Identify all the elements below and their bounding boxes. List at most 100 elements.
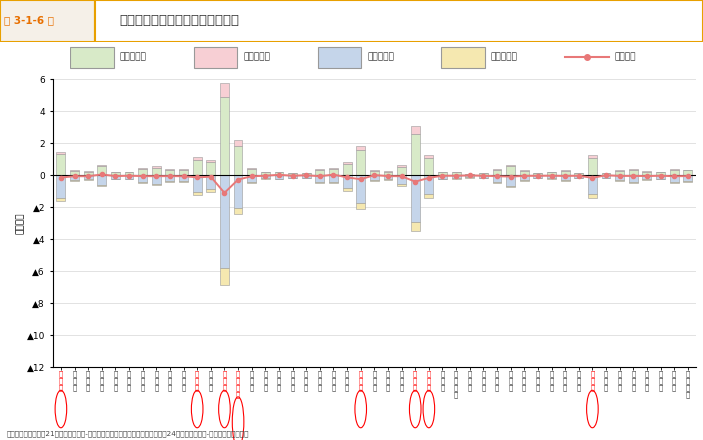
Bar [602, 173, 610, 175]
Text: 資料：総務省「平成21年経済センサス-基礎調査」、総務省・経済産業省「平成24年経済センサス-活動調査」再編加工: 資料：総務省「平成21年経済センサス-基礎調査」、総務省・経済産業省「平成24年… [7, 431, 250, 437]
Text: 広
島
県: 広 島 県 [508, 370, 512, 391]
Bar [194, 47, 238, 68]
Bar [615, 170, 624, 171]
Bar [465, 174, 474, 175]
Text: 宮
城
県: 宮 城 県 [100, 370, 104, 391]
Bar [465, 175, 474, 177]
Bar [656, 179, 665, 180]
Bar [588, 155, 597, 158]
Text: 中規模廃業: 中規模廃業 [491, 52, 518, 62]
Bar [70, 170, 79, 171]
Text: 富
山
県: 富 山 県 [263, 370, 267, 391]
Bar [588, 175, 597, 194]
Bar [302, 173, 311, 175]
Text: 群
馬
県: 群 馬 県 [181, 370, 186, 391]
Bar [425, 155, 433, 158]
Bar [656, 172, 665, 175]
Text: 和
歌
山
県: 和 歌 山 県 [454, 370, 458, 398]
Text: 福
島
県: 福 島 県 [141, 370, 145, 391]
Text: 徳
島
県: 徳 島 県 [536, 370, 540, 391]
Text: 長
崎
県: 長 崎 県 [617, 370, 621, 391]
Bar [683, 170, 692, 175]
Bar [329, 168, 338, 169]
Text: 岐
阜
県: 岐 阜 県 [331, 370, 335, 391]
Bar [302, 175, 311, 178]
Bar [316, 175, 324, 182]
Bar [233, 208, 243, 214]
Bar [384, 175, 392, 180]
Bar [438, 172, 447, 175]
Bar [520, 171, 529, 175]
Bar [329, 169, 338, 175]
Bar [138, 169, 147, 175]
Bar [70, 180, 79, 181]
Bar [441, 47, 485, 68]
Text: 高
知
県: 高 知 県 [576, 370, 581, 391]
Text: 山
口
県: 山 口 県 [522, 370, 527, 391]
Bar [56, 175, 65, 198]
Bar [207, 189, 215, 192]
Bar [629, 182, 638, 183]
Bar [588, 158, 597, 175]
Text: 鳥
取
県: 鳥 取 県 [467, 370, 472, 391]
Bar [342, 175, 352, 188]
Bar [506, 165, 515, 166]
Bar [425, 175, 433, 194]
Bar [247, 169, 256, 175]
Bar [588, 194, 597, 198]
Bar [329, 175, 338, 182]
Bar [438, 175, 447, 179]
Text: 山
形
県: 山 形 県 [127, 370, 131, 391]
Text: 北
海
道: 北 海 道 [59, 370, 63, 391]
Text: 大
阪
府: 大 阪 府 [413, 370, 418, 391]
Bar [233, 140, 243, 146]
Bar [124, 175, 134, 179]
Text: 宮
崎
県: 宮 崎 県 [659, 370, 663, 391]
Bar [479, 175, 488, 177]
Bar [534, 177, 542, 178]
Bar [165, 170, 174, 175]
Text: 岩
手
県: 岩 手 県 [86, 370, 90, 391]
Y-axis label: （万者）: （万者） [16, 213, 25, 234]
Text: 愛
知
県: 愛 知 県 [359, 370, 363, 391]
Text: 山
梨
県: 山 梨 県 [304, 370, 309, 391]
Bar [316, 182, 324, 183]
Bar [411, 134, 420, 175]
Text: 石
川
県: 石 川 県 [277, 370, 281, 391]
Bar [520, 170, 529, 171]
Bar [561, 171, 569, 175]
Bar [84, 172, 93, 175]
Bar [411, 175, 420, 223]
Bar [193, 192, 202, 195]
Text: 島
根
県: 島 根 県 [482, 370, 486, 391]
Bar [438, 179, 447, 180]
Bar [261, 172, 270, 175]
Bar [370, 180, 379, 181]
Bar [397, 167, 406, 175]
Bar [220, 175, 229, 268]
Bar [425, 194, 433, 198]
Bar [574, 178, 583, 179]
Text: 神
奈
川
県: 神 奈 川 県 [236, 370, 240, 398]
Bar [70, 47, 114, 68]
Bar [547, 172, 556, 175]
Bar [520, 175, 529, 180]
Bar [165, 181, 174, 183]
Bar [452, 175, 460, 179]
Bar [561, 180, 569, 181]
Text: 福
岡
県: 福 岡 県 [591, 370, 595, 391]
Text: 奈
良
県: 奈 良 県 [440, 370, 444, 391]
Bar [111, 172, 120, 175]
Bar [356, 146, 365, 150]
Text: 新
潟
県: 新 潟 県 [250, 370, 254, 391]
Text: 東
京
都: 東 京 都 [222, 370, 226, 391]
Bar [574, 175, 583, 178]
Bar [70, 171, 79, 175]
Bar [152, 175, 161, 183]
FancyBboxPatch shape [0, 0, 95, 42]
Bar [97, 184, 106, 186]
Bar [179, 169, 188, 170]
Bar [207, 160, 215, 162]
Bar [220, 268, 229, 285]
Text: 千
葉
県: 千 葉 県 [209, 370, 213, 391]
